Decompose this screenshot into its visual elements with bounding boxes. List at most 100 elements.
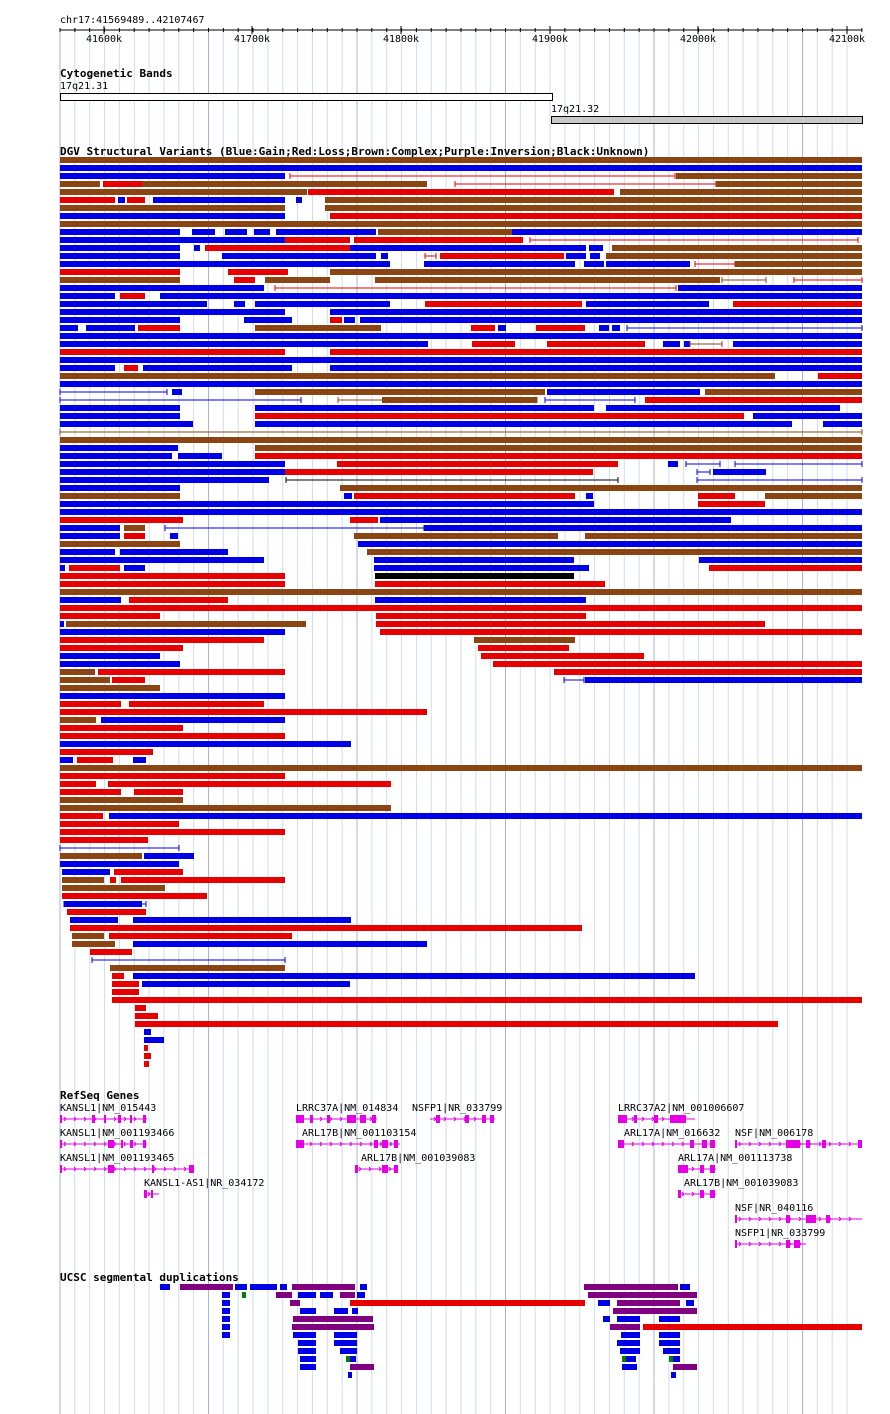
gene-label[interactable]: NSFP1|NR_033799 bbox=[412, 1103, 503, 1114]
gene-label[interactable]: KANSL1|NM_001193466 bbox=[60, 1128, 175, 1139]
gene-label[interactable]: NSF|NR_040116 bbox=[735, 1203, 814, 1214]
gene-label[interactable]: ARL17A|NM_001113738 bbox=[678, 1153, 793, 1164]
segdup-feature bbox=[298, 1340, 316, 1346]
gene-label[interactable]: KANSL1|NM_015443 bbox=[60, 1103, 157, 1114]
gene-strand-arrow bbox=[641, 1141, 645, 1147]
segdups-title[interactable]: UCSC segmental duplications bbox=[60, 1271, 239, 1284]
gene-label[interactable]: ARL17A|NM_016632 bbox=[624, 1128, 721, 1139]
segdup-feature bbox=[340, 1348, 357, 1354]
gene-strand-arrow bbox=[768, 1141, 772, 1147]
dgv-variant bbox=[60, 669, 95, 675]
gene-strand-arrow bbox=[671, 1141, 675, 1147]
gene-label[interactable]: LRRC37A|NM_014834 bbox=[296, 1103, 399, 1114]
dgv-variant bbox=[72, 941, 115, 947]
gene-exon bbox=[436, 1115, 440, 1123]
gene-exon bbox=[382, 1140, 388, 1148]
gene-label[interactable]: LRRC37A2|NM_001006607 bbox=[618, 1103, 745, 1114]
dgv-variant bbox=[144, 1045, 148, 1051]
dgv-variant bbox=[60, 661, 180, 667]
gene-strand-arrow bbox=[319, 1116, 323, 1122]
segdup-feature bbox=[293, 1332, 316, 1338]
dgv-variant bbox=[60, 573, 285, 579]
dgv-variant bbox=[62, 869, 110, 875]
dgv-variant bbox=[60, 229, 180, 235]
dgv-variant bbox=[498, 325, 506, 331]
gene-exon bbox=[372, 1115, 376, 1123]
gene-exon bbox=[374, 1140, 378, 1148]
dgv-variant bbox=[612, 325, 620, 331]
gene-label[interactable]: ARL17B|NM_001039083 bbox=[361, 1153, 476, 1164]
dgv-variant bbox=[589, 245, 603, 251]
dgv-variant bbox=[60, 173, 285, 179]
segdup-feature bbox=[360, 1284, 367, 1290]
dgv-variant bbox=[112, 677, 145, 683]
dgv-variant bbox=[144, 1053, 151, 1059]
dgv-variant bbox=[606, 253, 862, 259]
dgv-variant bbox=[350, 245, 586, 251]
dgv-variant bbox=[124, 525, 145, 531]
dgv-variant bbox=[60, 469, 285, 475]
gene-label[interactable]: NSFP1|NR_033799 bbox=[735, 1228, 826, 1239]
dgv-variant bbox=[713, 469, 766, 475]
dgv-variant bbox=[194, 245, 200, 251]
dgv-variant bbox=[60, 837, 148, 843]
dgv-variant bbox=[60, 301, 207, 307]
dgv-variant bbox=[60, 269, 180, 275]
gene-strand-arrow bbox=[359, 1141, 363, 1147]
gene-strand-arrow bbox=[778, 1216, 782, 1222]
dgv-title[interactable]: DGV Structural Variants (Blue:Gain;Red:L… bbox=[60, 145, 650, 158]
dgv-variant bbox=[60, 549, 115, 555]
cytoband-17q21-32[interactable] bbox=[551, 116, 863, 124]
segdup-feature bbox=[292, 1324, 374, 1330]
dgv-variant bbox=[547, 389, 700, 395]
gene-strand-arrow bbox=[93, 1141, 97, 1147]
dgv-variant bbox=[60, 701, 121, 707]
dgv-variant bbox=[120, 293, 145, 299]
gene-strand-arrow bbox=[738, 1241, 742, 1247]
dgv-variant bbox=[60, 341, 428, 347]
gene-label[interactable]: ARL17B|NM_001103154 bbox=[302, 1128, 417, 1139]
dgv-variant bbox=[144, 853, 194, 859]
gene-exon bbox=[490, 1115, 494, 1123]
dgv-variant bbox=[124, 533, 145, 539]
gene-label[interactable]: KANSL1|NM_001193465 bbox=[60, 1153, 175, 1164]
segdup-feature bbox=[180, 1284, 233, 1290]
gene-strand-arrow bbox=[778, 1241, 782, 1247]
ruler-tick-label: 41700k bbox=[233, 34, 271, 45]
dgv-variant bbox=[60, 541, 180, 547]
dgv-variant bbox=[60, 445, 178, 451]
segdup-feature bbox=[617, 1340, 640, 1346]
dgv-variant bbox=[60, 317, 180, 323]
gene-strand-arrow bbox=[818, 1216, 822, 1222]
gene-exon bbox=[700, 1165, 704, 1173]
gene-label[interactable]: ARL17B|NM_001039083 bbox=[684, 1178, 799, 1189]
gene-exon bbox=[296, 1115, 304, 1123]
dgv-variant bbox=[60, 685, 160, 691]
dgv-variant bbox=[60, 309, 285, 315]
dgv-variant bbox=[60, 589, 862, 595]
gene-strand-arrow bbox=[443, 1116, 447, 1122]
dgv-variant bbox=[144, 1037, 164, 1043]
gene-strand-arrow bbox=[738, 1216, 742, 1222]
gene-exon bbox=[654, 1115, 658, 1123]
cytobands-title[interactable]: Cytogenetic Bands bbox=[60, 67, 173, 80]
gene-exon bbox=[143, 1115, 146, 1123]
refseq-title[interactable]: RefSeq Genes bbox=[60, 1089, 140, 1102]
dgv-variant bbox=[60, 325, 78, 331]
dgv-variant bbox=[60, 773, 285, 779]
gene-strand-arrow bbox=[681, 1141, 685, 1147]
gene-exon bbox=[296, 1140, 304, 1148]
gene-label[interactable]: NSF|NM_006178 bbox=[735, 1128, 814, 1139]
gene-strand-arrow bbox=[681, 1191, 685, 1197]
gene-label[interactable]: KANSL1-AS1|NR_034172 bbox=[144, 1178, 265, 1189]
gene-strand-arrow bbox=[838, 1216, 842, 1222]
dgv-variant bbox=[478, 645, 569, 651]
segdup-feature bbox=[663, 1348, 680, 1354]
dgv-variant bbox=[285, 293, 862, 299]
dgv-variant bbox=[66, 621, 306, 627]
cytoband-17q21-31[interactable] bbox=[60, 93, 553, 101]
dgv-variant bbox=[62, 893, 207, 899]
